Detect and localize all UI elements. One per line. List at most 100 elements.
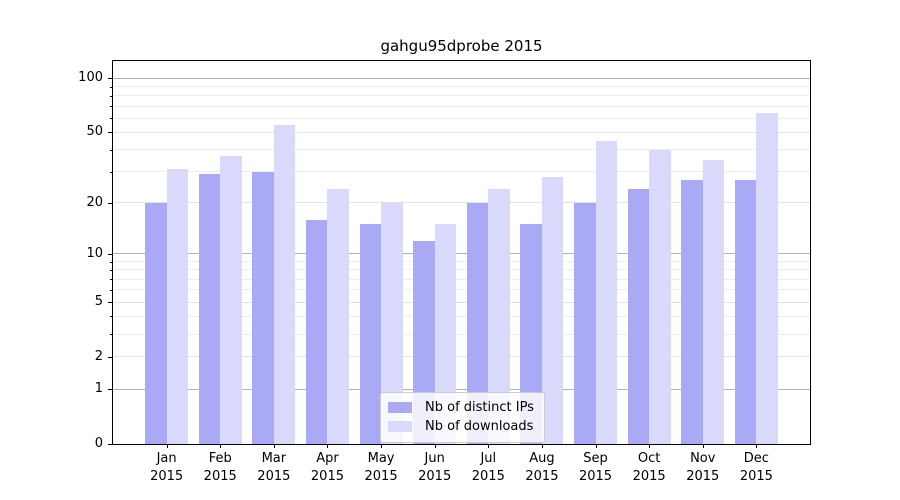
minor-gridline-9: [113, 261, 810, 263]
gridline-10: [113, 253, 810, 255]
x-tick-mark-nov: [702, 444, 704, 448]
y-tick-mark-10: [108, 253, 113, 255]
minor-gridline-4: [113, 315, 810, 317]
bar-downloads-apr: [327, 188, 349, 444]
bar-downloads-mar: [273, 125, 296, 444]
y-tick-label-0: 0: [94, 436, 103, 451]
y-tick-label-5: 5: [94, 294, 103, 310]
minor-gridline-6: [113, 289, 810, 291]
minor-gridline-30: [113, 171, 810, 173]
y-minor-tick-mark-9: [110, 261, 113, 263]
y-tick-label-100: 100: [78, 70, 103, 86]
x-tick-year-jan: 2015: [150, 469, 184, 484]
x-tick-label-nov: Nov 2015: [668, 450, 738, 486]
bar-ips-oct: [627, 188, 650, 444]
y-minor-tick-mark-80: [110, 95, 113, 97]
y-minor-tick-mark-60: [110, 118, 113, 120]
y-tick-mark-5: [108, 302, 113, 304]
legend-row-ips: Nb of distinct IPs: [388, 398, 534, 417]
bar-ips-nov: [681, 179, 703, 444]
minor-gridline-3: [113, 333, 810, 335]
x-tick-year-mar: 2015: [257, 469, 291, 484]
y-minor-tick-mark-70: [110, 106, 113, 108]
x-tick-label-apr: Apr 2015: [292, 450, 362, 486]
chart-title: gahgu95dprobe 2015: [380, 37, 543, 55]
bar-ips-aug: [520, 224, 542, 444]
bar-downloads-jul: [488, 188, 510, 444]
bar-ips-dec: [734, 179, 757, 444]
bar-ips-sep: [574, 202, 596, 444]
bar-downloads-jun: [434, 224, 457, 444]
x-tick-label-dec: Dec 2015: [721, 450, 791, 486]
y-minor-tick-mark-3: [110, 334, 113, 336]
y-tick-mark-100: [108, 78, 113, 80]
y-tick-label-2: 2: [94, 348, 103, 364]
bar-downloads-nov: [702, 160, 725, 444]
y-tick-mark-1: [108, 389, 113, 391]
gridline-20: [113, 202, 810, 204]
x-tick-year-jul: 2015: [471, 469, 505, 484]
bar-downloads-aug: [541, 177, 564, 444]
x-tick-year-feb: 2015: [203, 469, 237, 484]
bar-ips-mar: [252, 171, 274, 444]
x-tick-year-may: 2015: [364, 469, 398, 484]
minor-gridline-60: [113, 117, 810, 119]
gridline-50: [113, 131, 810, 133]
legend-row-downloads: Nb of downloads: [388, 417, 534, 436]
x-tick-year-aug: 2015: [525, 469, 559, 484]
bar-downloads-may: [381, 202, 403, 444]
gridline-5: [113, 301, 810, 303]
y-tick-label-50: 50: [86, 124, 103, 140]
x-tick-mark-apr: [327, 444, 329, 448]
minor-gridline-70: [113, 105, 810, 107]
gridline-1: [113, 388, 810, 390]
x-tick-mark-mar: [273, 444, 275, 448]
x-tick-year-dec: 2015: [739, 469, 773, 484]
y-tick-label-10: 10: [86, 245, 103, 261]
x-tick-mark-dec: [756, 444, 758, 448]
minor-gridline-40: [113, 149, 810, 151]
y-minor-tick-mark-8: [110, 269, 113, 271]
x-tick-label-jan: Jan 2015: [132, 450, 202, 486]
x-tick-label-oct: Oct 2015: [614, 450, 684, 486]
minor-gridline-7: [113, 278, 810, 280]
plot-area: [112, 60, 811, 445]
bar-downloads-jan: [166, 169, 189, 444]
bar-ips-jul: [466, 202, 489, 444]
y-tick-label-1: 1: [94, 381, 103, 397]
bar-ips-may: [359, 224, 382, 444]
x-tick-mark-jul: [488, 444, 490, 448]
legend-swatch-downloads-icon: [388, 421, 412, 432]
minor-gridline-8: [113, 269, 810, 271]
y-tick-mark-2: [108, 356, 113, 358]
x-tick-label-aug: Aug 2015: [507, 450, 577, 486]
legend: Nb of distinct IPs Nb of downloads: [380, 392, 545, 443]
minor-gridline-80: [113, 95, 810, 97]
x-tick-year-jun: 2015: [418, 469, 452, 484]
x-tick-mark-may: [381, 444, 383, 448]
x-tick-mark-sep: [595, 444, 597, 448]
gridline-2: [113, 356, 810, 358]
x-tick-label-jun: Jun 2015: [400, 450, 470, 486]
gridline-100: [113, 77, 810, 79]
x-tick-mark-aug: [541, 444, 543, 448]
x-tick-label-feb: Feb 2015: [185, 450, 255, 486]
x-tick-year-sep: 2015: [578, 469, 613, 484]
bar-downloads-oct: [649, 149, 671, 444]
legend-label-downloads: Nb of downloads: [425, 419, 534, 434]
x-tick-year-apr: 2015: [310, 469, 344, 484]
y-minor-tick-mark-7: [110, 279, 113, 281]
x-tick-label-jul: Jul 2015: [453, 450, 523, 486]
bar-ips-feb: [198, 174, 221, 444]
minor-gridline-90: [113, 86, 810, 88]
y-minor-tick-mark-4: [110, 316, 113, 318]
y-minor-tick-mark-30: [110, 171, 113, 173]
bar-downloads-dec: [756, 113, 778, 444]
legend-label-ips: Nb of distinct IPs: [425, 400, 534, 415]
x-tick-year-nov: 2015: [686, 469, 720, 484]
y-minor-tick-mark-40: [110, 149, 113, 151]
x-tick-label-may: May 2015: [346, 450, 416, 486]
y-tick-label-20: 20: [86, 194, 103, 210]
x-tick-label-mar: Mar 2015: [239, 450, 309, 486]
